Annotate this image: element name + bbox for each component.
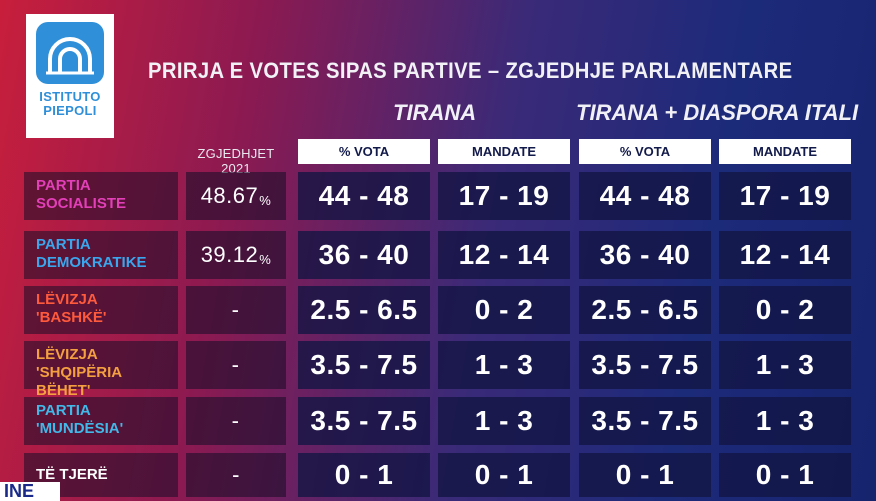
cell-tirana-vota: 0 - 1 (298, 453, 430, 497)
cell-tirana-vota: 44 - 48 (298, 172, 430, 220)
cell-tirana-mandate: 0 - 2 (438, 286, 570, 334)
party-label-line-1: PARTIA (36, 402, 91, 419)
column-header-tirana-vota: % VOTA (298, 139, 430, 164)
cell-diaspora-mandate: 0 - 1 (719, 453, 851, 497)
section-tirana-diaspora: TIRANA + DIASPORA ITALI (576, 100, 859, 125)
cell-2021-democratic: 39.12% (186, 231, 286, 279)
value-2021: - (231, 297, 240, 322)
party-label-line-2: 'BASHKË' (36, 309, 107, 326)
value-2021: 39.12 (200, 242, 259, 267)
logo-text: ISTITUTO PIEPOLI (39, 90, 100, 118)
cell-tirana-mandate: 12 - 14 (438, 231, 570, 279)
cell-2021-mundesia: - (186, 397, 286, 445)
cell-diaspora-mandate: 12 - 14 (719, 231, 851, 279)
logo-line-2: PIEPOLI (43, 103, 97, 118)
party-label-bashke: LËVIZJA 'BASHKË' (24, 286, 178, 334)
cell-2021-socialist: 48.67% (186, 172, 286, 220)
party-label-line-2: SOCIALISTE (36, 195, 127, 212)
value-2021: - (232, 462, 240, 487)
party-label-line-1: LËVIZJA (36, 346, 98, 363)
cell-diaspora-vota: 3.5 - 7.5 (579, 341, 711, 389)
istituto-piepoli-logo: ISTITUTO PIEPOLI (26, 14, 114, 138)
cell-2021-shqiperia: - (186, 341, 286, 389)
cell-diaspora-vota: 44 - 48 (579, 172, 711, 220)
section-tirana: TIRANA (393, 100, 477, 125)
party-label-line-2: DEMOKRATIKE (36, 254, 147, 271)
cell-diaspora-mandate: 1 - 3 (719, 341, 851, 389)
cell-diaspora-mandate: 0 - 2 (719, 286, 851, 334)
logo-line-1: ISTITUTO (39, 89, 101, 104)
cell-diaspora-vota: 36 - 40 (579, 231, 711, 279)
party-label-socialist: PARTIA SOCIALISTE (24, 172, 178, 220)
cell-tirana-mandate: 0 - 1 (438, 453, 570, 497)
cell-tirana-mandate: 1 - 3 (438, 341, 570, 389)
party-label-line-1: TË TJERË (36, 466, 108, 483)
page-title: PRIRJA E VOTES SIPAS PARTIVE – ZGJEDHJE … (148, 58, 793, 83)
unit-2021: % (259, 251, 272, 267)
party-label-shqiperia: LËVIZJA 'SHQIPËRIA BËHET' (24, 341, 178, 399)
party-label-democratic: PARTIA DEMOKRATIKE (24, 231, 178, 279)
channel-ticker: INE (0, 482, 60, 501)
cell-tirana-vota: 36 - 40 (298, 231, 430, 279)
party-label-line-1: LËVIZJA (36, 291, 98, 308)
cell-diaspora-vota: 3.5 - 7.5 (579, 397, 711, 445)
party-label-line-1: PARTIA (36, 236, 91, 253)
cell-2021-bashke: - (186, 286, 286, 334)
cell-tirana-vota: 3.5 - 7.5 (298, 341, 430, 389)
party-label-mundesia: PARTIA 'MUNDËSIA' (24, 397, 178, 445)
column-header-diaspora-mandate: MANDATE (719, 139, 851, 164)
cell-diaspora-mandate: 1 - 3 (719, 397, 851, 445)
value-2021: 48.67 (200, 183, 259, 208)
value-2021: - (231, 352, 240, 377)
party-label-line-2: 'MUNDËSIA' (36, 420, 124, 437)
cell-diaspora-vota: 0 - 1 (579, 453, 711, 497)
cell-tirana-vota: 3.5 - 7.5 (298, 397, 430, 445)
cell-diaspora-mandate: 17 - 19 (719, 172, 851, 220)
cell-tirana-mandate: 1 - 3 (438, 397, 570, 445)
unit-2021: % (259, 192, 272, 208)
party-label-line-2: 'SHQIPËRIA BËHET' (36, 364, 122, 399)
piepoli-arch-icon (36, 22, 104, 84)
column-header-diaspora-vota: % VOTA (579, 139, 711, 164)
cell-tirana-vota: 2.5 - 6.5 (298, 286, 430, 334)
cell-tirana-mandate: 17 - 19 (438, 172, 570, 220)
value-2021: - (231, 408, 240, 433)
column-header-tirana-mandate: MANDATE (438, 139, 570, 164)
party-label-line-1: PARTIA (36, 177, 91, 194)
cell-2021-others: - (186, 453, 286, 497)
cell-diaspora-vota: 2.5 - 6.5 (579, 286, 711, 334)
